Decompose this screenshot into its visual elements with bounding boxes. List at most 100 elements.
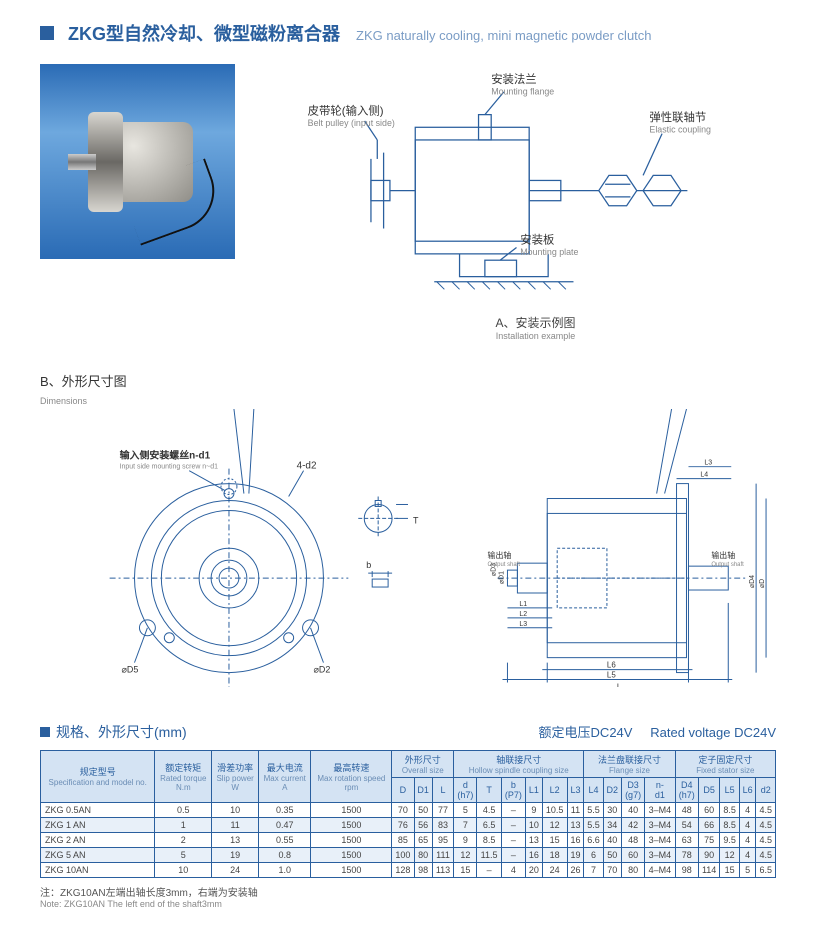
table-cell: 6.5 [756,862,776,877]
table-cell: – [477,862,501,877]
label-pulley-en: Belt pulley (input side) [308,118,395,128]
table-cell: 15 [454,862,477,877]
subcol: D5 [698,777,719,802]
table-cell: 75 [698,832,719,847]
b-label-en: Dimensions [40,396,87,406]
table-cell: 5.5 [584,817,603,832]
d2-label: 4-d2 [297,460,317,471]
table-cell: 8.5 [477,832,501,847]
table-cell: 6 [584,847,603,862]
label-coupling-cn: 弹性联轴节 [649,110,706,124]
table-cell: 4.5 [756,817,776,832]
table-cell: 0.55 [259,832,311,847]
svg-text:⌀D2: ⌀D2 [314,664,331,674]
table-cell: 3–M4 [645,832,675,847]
table-cell: 13 [212,832,259,847]
col-current: 最大电流 Max current A [259,750,311,802]
page-title-row: ZKG型自然冷却、微型磁粉离合器 ZKG naturally cooling, … [40,20,776,46]
subcol: T [477,777,501,802]
table-cell: 15 [720,862,739,877]
table-cell: 98 [414,862,432,877]
table-cell: 5 [739,862,756,877]
svg-text:L: L [617,682,622,687]
table-row: ZKG 1 AN1110.47150076568376.5–1012135.53… [41,817,776,832]
table-cell: 4 [739,802,756,817]
svg-text:⌀D3: ⌀D3 [491,562,498,575]
table-row: ZKG 5 AN5190.81500100801111211.5–1618196… [41,847,776,862]
output2-en: Output shaft [711,562,744,568]
table-cell: 16 [526,847,543,862]
table-cell: 18 [542,847,567,862]
table-cell: 42 [621,817,644,832]
subcol: d (h7) [454,777,477,802]
table-cell: 90 [698,847,719,862]
table-cell: 1500 [311,862,392,877]
table-note-cn: 注：ZKG10AN左端出轴长度3mm，右端为安装轴 [40,884,776,899]
svg-text:⌀D1: ⌀D1 [498,570,505,583]
spec-table: 规定型号 Specification and model no. 额定转矩 Ra… [40,750,776,878]
table-cell: 4 [501,862,525,877]
svg-text:L5: L5 [607,670,616,679]
svg-text:⌀D5: ⌀D5 [122,664,139,674]
screw-label-cn: 输入侧安装螺丝n-d1 [120,448,211,461]
table-cell: 4.5 [756,832,776,847]
table-cell: 9 [454,832,477,847]
table-cell: 0.47 [259,817,311,832]
dimensions-section: B、外形尺寸图 Dimensions [40,361,776,692]
table-cell: 1.0 [259,862,311,877]
table-cell: ZKG 0.5AN [41,802,155,817]
table-cell: 5 [155,847,212,862]
table-cell: 16 [567,832,584,847]
subcol: D1 [414,777,432,802]
subcol: d2 [756,777,776,802]
diagram-b-label: B、外形尺寸图 Dimensions [40,371,776,409]
table-cell: 3–M4 [645,802,675,817]
table-cell: ZKG 5 AN [41,847,155,862]
col-stator: 定子固定尺寸 Fixed stator size [675,750,775,777]
title-marker [40,26,54,40]
top-section: 皮带轮(输入侧) Belt pulley (input side) 安装法兰 M… [40,64,776,341]
subcol: n- d1 [645,777,675,802]
table-cell: 19 [567,847,584,862]
table-cell: 76 [392,817,414,832]
table-cell: 1 [155,817,212,832]
label-coupling-en: Elastic coupling [649,124,711,134]
table-cell: 1500 [311,802,392,817]
subcol: L2 [542,777,567,802]
table-cell: 12 [454,847,477,862]
table-cell: 85 [392,832,414,847]
table-cell: 11 [567,802,584,817]
table-cell: 6.6 [584,832,603,847]
b-label-cn: B、外形尺寸图 [40,374,127,389]
output-cn: 输出轴 [488,550,512,560]
table-cell: – [501,817,525,832]
table-cell: 65 [414,832,432,847]
table-cell: 77 [432,802,453,817]
table-cell: 111 [432,847,453,862]
table-cell: 4 [739,817,756,832]
label-plate-cn: 安装板 [520,233,554,247]
table-cell: 10 [212,802,259,817]
table-cell: 10.5 [542,802,567,817]
table-cell: 5.5 [584,802,603,817]
table-cell: 8.5 [720,802,739,817]
table-cell: 7 [454,817,477,832]
table-cell: ZKG 10AN [41,862,155,877]
table-cell: 4 [739,847,756,862]
installation-diagram: 皮带轮(输入侧) Belt pulley (input side) 安装法兰 M… [295,64,776,341]
voltage-en: Rated voltage DC24V [650,725,776,740]
diagram-a-caption-en: Installation example [295,331,776,341]
table-cell: 50 [603,847,621,862]
svg-text:L2: L2 [519,610,527,617]
table-cell: 6.5 [477,817,501,832]
table-row: ZKG 2 AN2130.55150085659598.5–1315166.64… [41,832,776,847]
subcol: L5 [720,777,739,802]
col-torque: 额定转矩 Rated torque N.m [155,750,212,802]
table-cell: 13 [526,832,543,847]
table-cell: – [501,847,525,862]
table-cell: 19 [212,847,259,862]
table-cell: 4.5 [756,802,776,817]
table-cell: 24 [212,862,259,877]
table-cell: 60 [621,847,644,862]
table-cell: 2 [155,832,212,847]
